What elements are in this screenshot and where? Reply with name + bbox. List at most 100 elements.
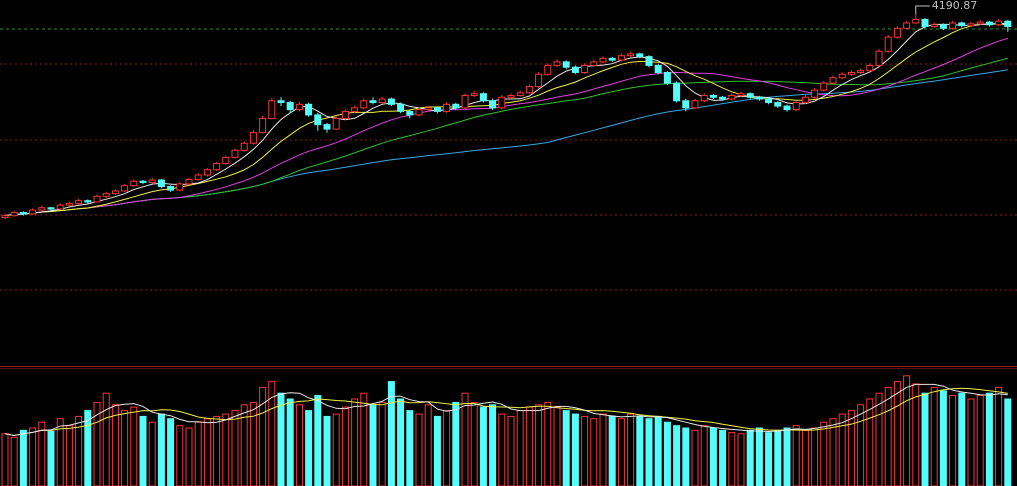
candle-body (507, 94, 515, 98)
max-label: 4190.87 (932, 0, 978, 12)
volume-bar (783, 427, 791, 486)
volume-bar (268, 381, 276, 486)
volume-bar (213, 415, 221, 486)
candle-body (838, 73, 846, 79)
volume-bar (507, 415, 515, 486)
candle-body (489, 100, 497, 109)
candle-body (314, 114, 322, 126)
volume-bar (498, 413, 506, 486)
volume-bar (709, 427, 717, 486)
candle-body (249, 132, 257, 144)
candle-body (774, 102, 782, 107)
volume-bar (470, 401, 478, 486)
candle-body (571, 66, 579, 73)
volume-bar (19, 429, 27, 486)
volume-bar (479, 406, 487, 486)
volume-bar (387, 381, 395, 486)
candle-body (939, 24, 947, 29)
volume-bar (130, 406, 138, 486)
volume-bar (489, 404, 497, 486)
volume-bar (581, 415, 589, 486)
candle-body (452, 103, 460, 109)
candle-body (286, 102, 294, 111)
volume-bar (277, 392, 285, 486)
candle-body (811, 89, 819, 98)
volume-bar (893, 381, 901, 486)
candle-body (121, 185, 129, 192)
candle-body (378, 98, 386, 104)
volume-bar (765, 432, 773, 486)
candle-body (65, 202, 73, 206)
volume-bar (185, 427, 193, 486)
candle-body (719, 96, 727, 100)
volume-bar (415, 413, 423, 486)
candle-body (525, 86, 533, 94)
volume-bar (737, 433, 745, 486)
candle-body (194, 174, 202, 180)
volume-bar (608, 415, 616, 486)
volume-bar (111, 404, 119, 486)
volume-bar (323, 415, 331, 486)
volume-bar (203, 418, 211, 486)
candle-body (203, 169, 211, 176)
volume-bar (792, 425, 800, 486)
volume-bar (65, 425, 73, 486)
volume-bar (875, 392, 883, 486)
volume-bar (590, 418, 598, 486)
candle-body (139, 180, 147, 183)
candle-body (222, 156, 230, 165)
volume-bar (728, 432, 736, 486)
volume-bar (397, 398, 405, 486)
candle-body (608, 57, 616, 61)
candle-body (176, 183, 184, 191)
candle-body (820, 82, 828, 91)
volume-bar (56, 418, 64, 486)
volume-bar (461, 392, 469, 486)
candle-body (130, 180, 138, 187)
candle-body (801, 96, 809, 104)
volume-bar (645, 418, 653, 486)
volume-bar (406, 410, 414, 486)
volume-bar (167, 418, 175, 486)
candle-body (38, 207, 46, 211)
ma-line (4, 69, 1008, 217)
volume-bar (29, 427, 37, 486)
candle-body (746, 93, 754, 98)
candle-body (976, 21, 984, 25)
volume-bar (857, 404, 865, 486)
volume-bar (985, 392, 993, 486)
candle-body (29, 209, 37, 215)
candle-body (277, 100, 285, 104)
volume-bar (452, 401, 460, 486)
volume-bar (93, 401, 101, 486)
candle-body (93, 195, 101, 203)
candle-body (967, 23, 975, 27)
candle-body (295, 103, 303, 111)
candle-body (240, 142, 248, 151)
volume-bar (884, 386, 892, 486)
volume-bar (231, 410, 239, 486)
volume-bar (222, 413, 230, 486)
candle-body (663, 71, 671, 84)
candle-body (360, 100, 368, 109)
volume-bar (305, 410, 313, 486)
candle-body (498, 96, 506, 109)
volume-bar (38, 421, 46, 486)
candle-body (535, 73, 543, 88)
volume-bar (176, 425, 184, 486)
volume-bar (378, 401, 386, 486)
volume-bar (746, 429, 754, 486)
candle-body (709, 94, 717, 98)
volume-bar (139, 415, 147, 486)
candle-body (157, 179, 165, 188)
volume-bar (958, 392, 966, 486)
volume-bar (847, 410, 855, 486)
volume-bar (691, 429, 699, 486)
volume-bar (755, 427, 763, 486)
candle-body (305, 103, 313, 116)
volume-bar (341, 406, 349, 486)
candle-body (857, 70, 865, 73)
volume-bar (838, 413, 846, 486)
candle-body (75, 200, 83, 204)
